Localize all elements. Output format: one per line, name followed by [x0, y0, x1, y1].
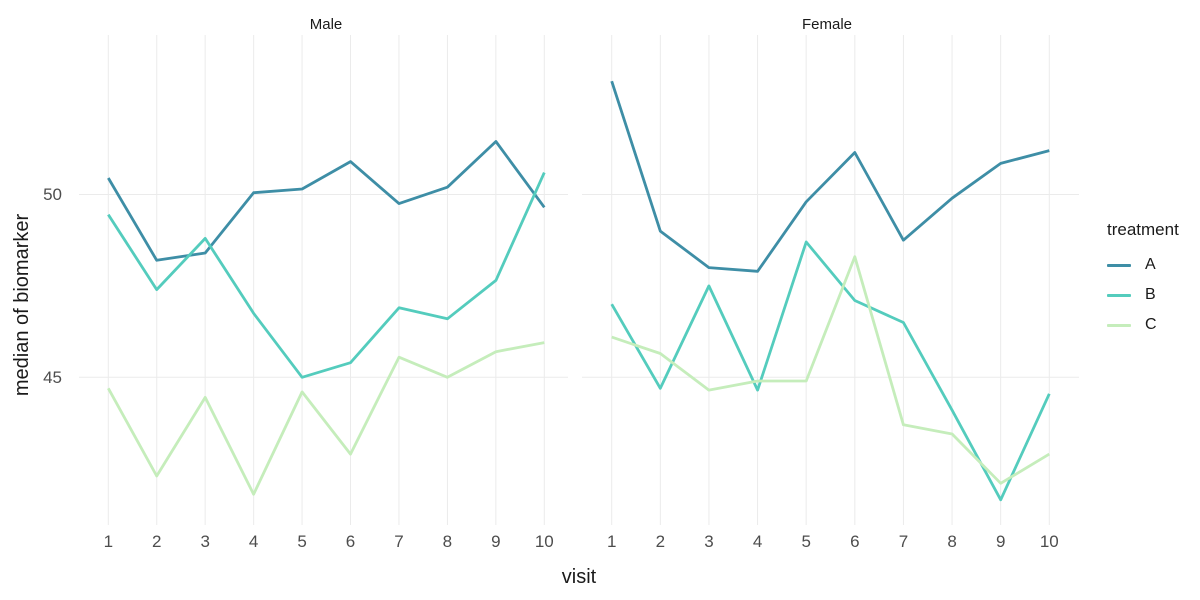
legend-key-line-c — [1107, 323, 1131, 327]
x-tick-label: 10 — [1040, 532, 1059, 551]
legend-key-line-a — [1107, 263, 1131, 267]
x-tick-label: 5 — [297, 532, 306, 551]
x-tick-label: 9 — [491, 532, 500, 551]
legend-label-c: C — [1145, 316, 1157, 333]
series-line-b — [107, 172, 546, 379]
x-tick-label: 10 — [535, 532, 554, 551]
x-tick-label: 8 — [443, 532, 452, 551]
legend-item-b: B — [1107, 280, 1199, 310]
x-tick-label: 7 — [394, 532, 403, 551]
x-tick-label: 6 — [346, 532, 355, 551]
x-tick-label: 2 — [656, 532, 665, 551]
legend-item-c: C — [1107, 310, 1199, 340]
series-line-c — [107, 341, 545, 496]
x-tick-label: 5 — [801, 532, 810, 551]
x-tick-label: 3 — [704, 532, 713, 551]
legend-key-line-b — [1107, 293, 1131, 297]
x-tick-label: 3 — [200, 532, 209, 551]
x-tick-label: 7 — [899, 532, 908, 551]
legend-label-b: B — [1145, 286, 1156, 303]
x-tick-label: 8 — [947, 532, 956, 551]
legend-label-a: A — [1145, 256, 1156, 273]
series-line-b — [610, 240, 1051, 502]
x-tick-label: 2 — [152, 532, 161, 551]
x-tick-label: 4 — [249, 532, 258, 551]
x-tick-label: 6 — [850, 532, 859, 551]
facet-label-male: Male — [309, 16, 343, 33]
x-tick-label: 1 — [607, 532, 616, 551]
series-line-c — [611, 255, 1051, 485]
series-line-a — [107, 140, 546, 262]
y-tick-label-45: 45 — [43, 368, 62, 387]
legend: treatment A B C — [1107, 220, 1199, 340]
facet-label-female: Female — [801, 16, 853, 33]
x-tick-label: 1 — [104, 532, 113, 551]
y-tick-label-50: 50 — [43, 185, 62, 204]
x-tick-label: 4 — [753, 532, 762, 551]
legend-title: treatment — [1107, 220, 1179, 239]
series-line-a — [610, 80, 1050, 273]
x-axis-title: visit — [561, 566, 597, 588]
legend-item-a: A — [1107, 250, 1199, 280]
x-tick-label: 9 — [996, 532, 1005, 551]
